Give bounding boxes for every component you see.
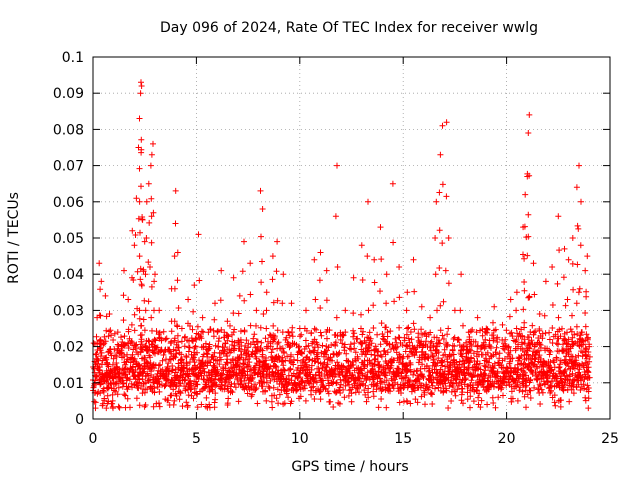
x-tick-label: 5 [192,431,201,447]
x-tick-label: 15 [394,431,412,447]
chart-title: Day 096 of 2024, Rate Of TEC Index for r… [160,20,538,36]
y-tick-label: 0 [75,412,84,428]
y-tick-label: 0.05 [53,231,84,247]
x-tick-label: 20 [498,431,516,447]
axis-tick-labels: 0 0.01 0.02 0.03 0.04 0.05 0.06 0.07 0.08 0.09 0.1… [53,50,619,447]
y-tick-label: 0.04 [53,267,84,283]
x-tick-label: 25 [601,431,619,447]
y-tick-label: 0.01 [53,376,84,392]
y-tick-label: 0.07 [53,159,84,175]
grid-lines [93,57,610,419]
y-axis-label: ROTI / TECUs [6,192,22,284]
y-tick-label: 0.1 [62,50,84,66]
axis-ticks [92,56,611,420]
y-tick-label: 0.08 [53,122,84,138]
y-tick-label: 0.06 [53,195,84,211]
x-axis-label: GPS time / hours [291,459,408,475]
x-tick-label: 0 [89,431,98,447]
x-tick-label: 10 [291,431,309,447]
y-tick-label: 0.09 [53,86,84,102]
y-tick-label: 0.03 [53,303,84,319]
y-tick-label: 0.02 [53,340,84,356]
